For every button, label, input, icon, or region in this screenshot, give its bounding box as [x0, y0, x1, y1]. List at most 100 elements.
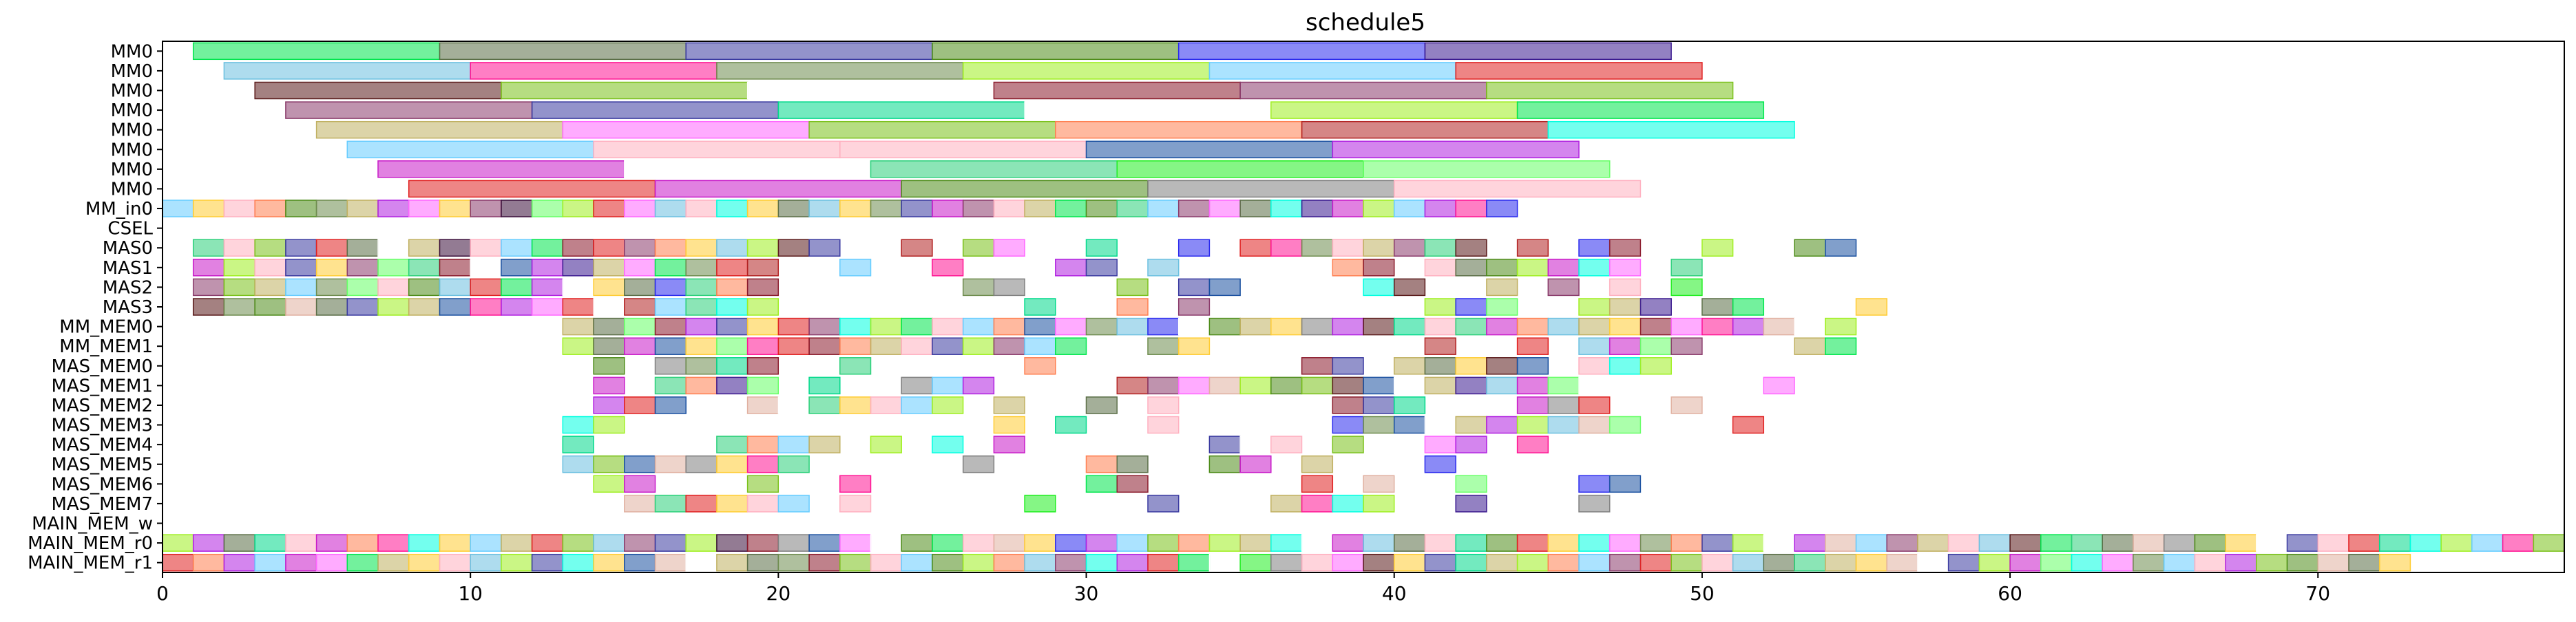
gantt-bar	[901, 396, 933, 414]
gantt-bar	[1363, 200, 1395, 217]
gantt-bar	[1332, 495, 1364, 513]
gantt-bar	[1085, 553, 1118, 572]
gantt-bar	[1424, 337, 1456, 355]
gantt-bar	[1609, 239, 1642, 257]
gantt-bar	[624, 396, 656, 414]
gantt-bar	[716, 337, 748, 355]
gantt-bar	[654, 455, 687, 473]
gantt-bar	[654, 259, 687, 277]
gantt-bar	[624, 337, 656, 355]
gantt-bar	[315, 298, 348, 316]
gantt-bar	[1455, 534, 1487, 552]
gantt-bar	[901, 317, 933, 336]
gantt-bar	[562, 259, 594, 277]
gantt-bar	[1239, 317, 1272, 336]
gantt-bar	[1424, 200, 1456, 217]
gantt-bar	[439, 278, 471, 297]
gantt-bar	[1917, 534, 1949, 552]
gantt-bar	[993, 553, 1025, 572]
gantt-bar	[1763, 534, 1795, 552]
gantt-bar	[2440, 534, 2473, 552]
gantt-bar	[993, 337, 1025, 355]
gantt-bar	[1855, 298, 1887, 316]
gantt-bar	[562, 337, 594, 355]
gantt-bar	[2102, 553, 2134, 572]
gantt-bar	[254, 239, 286, 257]
gantt-bar	[839, 259, 872, 277]
gantt-bar	[1208, 278, 1241, 297]
gantt-bar	[839, 475, 872, 493]
gantt-bar	[1455, 436, 1487, 453]
gantt-bar	[1332, 317, 1364, 336]
gantt-bar	[1363, 416, 1395, 434]
gantt-bar	[624, 298, 656, 316]
gantt-bar	[2071, 534, 2103, 552]
gantt-bar	[685, 337, 718, 355]
gantt-bar	[1024, 357, 1056, 375]
gantt-bar	[223, 200, 255, 217]
gantt-bar	[501, 200, 533, 217]
y-tick-label: MM0	[111, 100, 153, 121]
gantt-bar	[2009, 553, 2042, 572]
gantt-bar	[746, 455, 779, 473]
gantt-bar	[1640, 298, 1672, 316]
gantt-bar	[1732, 534, 1765, 552]
gantt-bar	[2163, 534, 2196, 552]
gantt-bar	[1116, 160, 1364, 178]
gantt-bar	[1085, 455, 1118, 473]
gantt-bar	[1455, 376, 1487, 395]
gantt-bar	[962, 317, 995, 336]
gantt-bar	[439, 42, 687, 61]
gantt-bar	[993, 239, 1025, 257]
gantt-bar	[2133, 534, 2165, 552]
gantt-bar	[1332, 534, 1364, 552]
gantt-bar	[1363, 278, 1395, 297]
gantt-bar	[1424, 455, 1456, 473]
gantt-bar	[1424, 436, 1456, 453]
gantt-bar	[901, 200, 933, 217]
gantt-bar	[470, 298, 502, 316]
gantt-bar	[1486, 317, 1518, 336]
gantt-bar	[1486, 534, 1518, 552]
gantt-bar	[624, 278, 656, 297]
gantt-bar	[562, 298, 594, 316]
gantt-bar	[1270, 200, 1303, 217]
gantt-bar	[1455, 416, 1487, 434]
gantt-bar	[1208, 317, 1241, 336]
gantt-bar	[777, 553, 810, 572]
gantt-bar	[1609, 317, 1642, 336]
gantt-bar	[315, 534, 348, 552]
gantt-bar	[1116, 278, 1149, 297]
gantt-bar	[408, 239, 441, 257]
gantt-bar	[777, 396, 810, 414]
gantt-bar	[315, 278, 348, 297]
gantt-bar	[1332, 200, 1364, 217]
gantt-bar	[1270, 317, 1303, 336]
x-tick-label: 70	[2305, 582, 2330, 605]
gantt-bar	[654, 396, 687, 414]
y-tick-label: MM0	[111, 81, 153, 101]
gantt-bar	[408, 259, 441, 277]
gantt-bar	[162, 553, 194, 572]
gantt-bar	[1855, 553, 1887, 572]
gantt-bar	[315, 553, 348, 572]
gantt-bar	[1547, 416, 1580, 434]
gantt-bar	[1147, 180, 1395, 198]
gantt-bar	[1516, 436, 1549, 453]
gantt-bar	[192, 553, 225, 572]
gantt-bar	[1547, 317, 1580, 336]
gantt-bar	[1701, 553, 1734, 572]
x-tick-label: 50	[1690, 582, 1715, 605]
gantt-bar	[1701, 298, 1734, 316]
gantt-bar	[1024, 298, 1056, 316]
gantt-bar	[870, 337, 902, 355]
y-tick-label: MAS_MEM2	[51, 396, 153, 416]
gantt-bar	[654, 180, 902, 198]
gantt-bar	[1825, 239, 1857, 257]
y-tick-label: MAIN_MEM_w	[32, 514, 153, 535]
y-tick-label: MAS1	[103, 258, 153, 279]
gantt-bar	[1024, 200, 1056, 217]
gantt-bar	[192, 239, 225, 257]
gantt-bar	[285, 101, 533, 119]
y-tick-label: MAS0	[103, 238, 153, 259]
